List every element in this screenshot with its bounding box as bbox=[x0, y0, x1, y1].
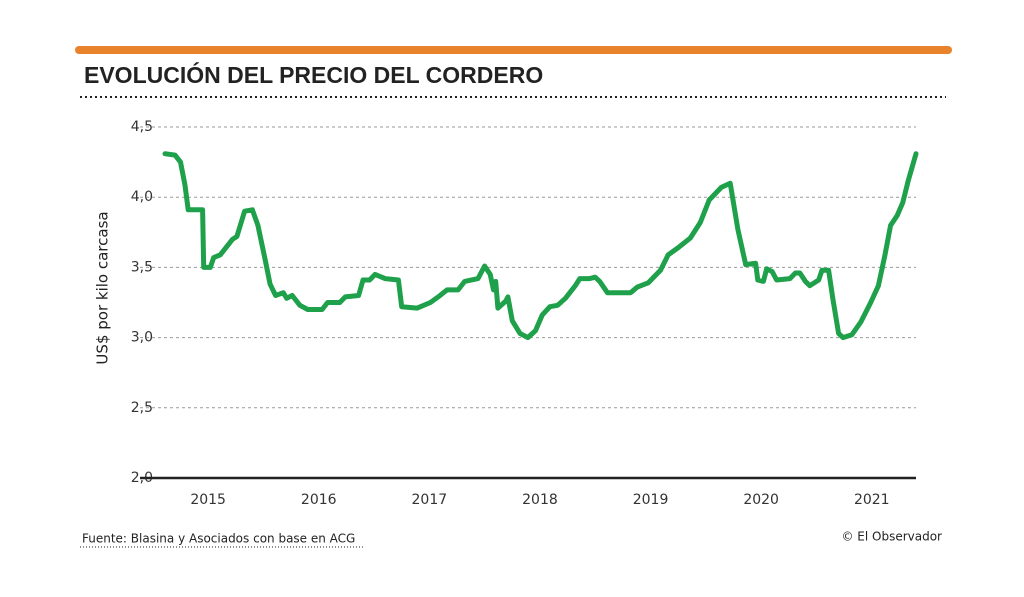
price-line bbox=[162, 151, 919, 341]
x-tick-label: 2018 bbox=[522, 492, 558, 508]
chart-title: EVOLUCIÓN DEL PRECIO DEL CORDERO bbox=[84, 61, 543, 88]
top-bar bbox=[75, 46, 952, 54]
credit: © El Observador bbox=[841, 530, 942, 544]
x-tick-label: 2020 bbox=[743, 492, 779, 508]
x-tick-label: 2017 bbox=[412, 492, 448, 508]
y-axis-label: US$ por kilo carcasa bbox=[94, 211, 112, 364]
source: Fuente: Blasina y Asociados con base en … bbox=[82, 532, 355, 546]
x-tick-label: 2021 bbox=[854, 492, 890, 508]
x-tick-label: 2019 bbox=[633, 492, 669, 508]
x-tick-label: 2015 bbox=[190, 492, 226, 508]
x-tick-label: 2016 bbox=[301, 492, 337, 508]
